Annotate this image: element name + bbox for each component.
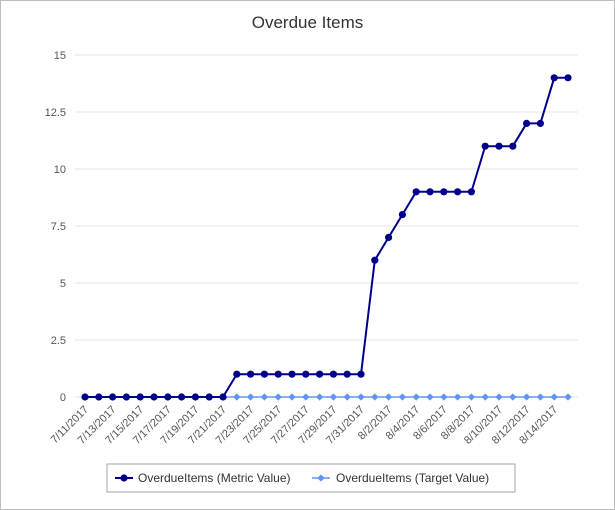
target-data-point (467, 393, 476, 401)
metric-data-point (536, 119, 545, 127)
metric-data-point (316, 370, 324, 378)
target-data-point (260, 393, 269, 401)
metric-data-point (440, 188, 448, 196)
metric-data-point (164, 393, 172, 401)
metric-data-point (178, 393, 186, 401)
metric-data-point (481, 142, 489, 150)
metric-data-point (205, 393, 213, 401)
legend-target-label: OverdueItems (Target Value) (336, 471, 489, 485)
legend-box (106, 463, 516, 493)
target-data-point (302, 393, 310, 401)
metric-data-point (302, 370, 310, 378)
y-tick-label: 7.5 (51, 221, 66, 233)
metric-data-point (288, 370, 296, 378)
target-data-point (564, 393, 572, 401)
metric-data-point (81, 393, 89, 401)
target-data-point (426, 393, 434, 401)
metric-data-point (426, 188, 434, 196)
target-data-point (481, 393, 489, 401)
metric-data-point (329, 370, 337, 378)
metric-data-point (191, 393, 199, 401)
metric-data-point (343, 370, 351, 378)
y-tick-label: 12.5 (45, 107, 66, 119)
y-tick-label: 0 (60, 392, 66, 404)
target-data-point (233, 393, 241, 401)
metric-data-point (122, 393, 130, 401)
metric-data-point (550, 74, 558, 82)
legend-target-marker (317, 474, 325, 482)
target-data-point (536, 393, 545, 401)
target-data-point (412, 393, 420, 401)
target-data-point (522, 393, 531, 401)
target-data-point (384, 393, 393, 401)
metric-data-point (371, 256, 379, 264)
metric-data-point (95, 393, 103, 401)
target-data-point (371, 393, 379, 401)
metric-data-point (398, 211, 406, 219)
y-tick-label: 15 (54, 50, 66, 62)
target-data-point (357, 393, 365, 401)
metric-data-point (260, 370, 268, 378)
target-data-point (343, 393, 351, 401)
metric-data-point (495, 142, 503, 150)
target-data-point (246, 393, 255, 401)
metric-data-point (136, 393, 144, 401)
metric-data-point (357, 370, 365, 378)
target-data-point (288, 393, 296, 401)
target-data-point (329, 393, 338, 401)
chart-title: Overdue Items (251, 13, 364, 32)
target-data-point (453, 393, 462, 401)
legend-metric-marker (120, 474, 128, 482)
metric-data-point (523, 119, 531, 127)
target-data-point (398, 393, 407, 401)
metric-data-point (274, 370, 282, 378)
target-data-point (495, 393, 503, 401)
metric-data-point (564, 74, 572, 82)
metric-data-point (109, 393, 117, 401)
metric-data-point (454, 188, 462, 196)
metric-data-point (233, 370, 241, 378)
legend-metric-label: OverdueItems (Metric Value) (138, 471, 291, 485)
metric-data-point (385, 233, 393, 241)
metric-data-point (509, 142, 517, 150)
metric-data-point (467, 188, 475, 196)
metric-data-point (219, 393, 227, 401)
series-line (85, 76, 568, 398)
target-data-point (509, 393, 517, 401)
target-data-point (550, 393, 558, 401)
metric-data-point (412, 188, 420, 196)
y-tick-label: 5 (60, 278, 66, 290)
metric-data-point (150, 393, 158, 401)
metric-data-point (247, 370, 255, 378)
y-tick-label: 10 (54, 164, 66, 176)
y-tick-label: 2.5 (51, 335, 66, 347)
target-data-point (274, 393, 282, 401)
target-data-point (440, 393, 448, 401)
target-data-point (315, 393, 324, 401)
